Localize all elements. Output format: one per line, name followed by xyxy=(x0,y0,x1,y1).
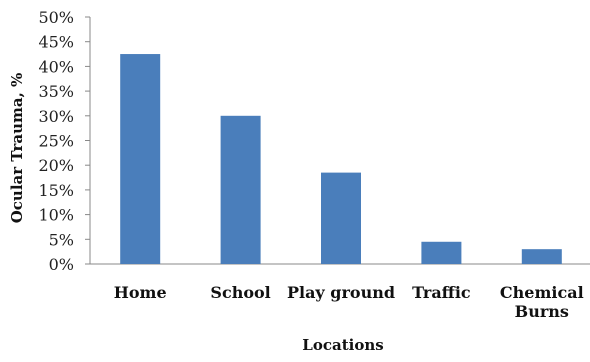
y-tick-label: 50% xyxy=(38,8,74,27)
x-category-label: Chemical Burns xyxy=(500,283,584,321)
y-tick-label: 10% xyxy=(38,206,74,225)
x-axis-title: Locations xyxy=(302,336,383,354)
y-tick-label: 5% xyxy=(49,230,74,249)
bar xyxy=(321,172,361,264)
y-axis-title: Ocular Trauma, % xyxy=(8,73,26,224)
y-tick-label: 25% xyxy=(38,132,74,151)
bars xyxy=(120,54,562,264)
bar xyxy=(521,249,562,264)
y-tick-label: 35% xyxy=(38,82,74,101)
x-category-label: School xyxy=(210,283,270,302)
x-category-label: Play ground xyxy=(287,283,395,302)
bar xyxy=(421,241,462,264)
y-tick-label: 40% xyxy=(38,57,74,76)
y-tick-labels: 0% 5% 10% 15% 20% 25% 30% 35% 40% 45% 50% xyxy=(38,8,74,274)
y-tick-label: 15% xyxy=(38,181,74,200)
y-tick-label: 0% xyxy=(49,255,74,274)
bar xyxy=(120,54,161,264)
y-tick-label: 45% xyxy=(38,33,74,52)
bar xyxy=(220,115,261,264)
x-category-label: Traffic xyxy=(412,283,471,302)
y-tick-label: 30% xyxy=(38,107,74,126)
x-category-labels: Home School Play ground Traffic Chemical Burn… xyxy=(114,283,584,321)
x-category-label: Home xyxy=(114,283,167,302)
y-tick-label: 20% xyxy=(38,156,74,175)
